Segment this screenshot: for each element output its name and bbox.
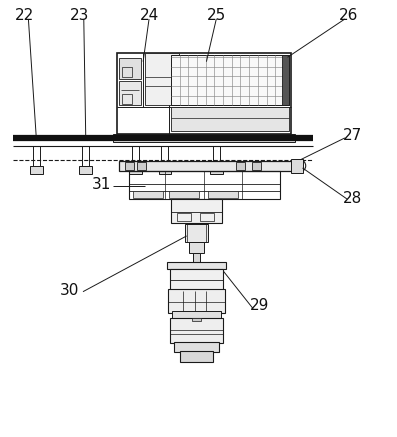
Bar <box>119 161 301 170</box>
Bar <box>168 288 225 312</box>
Bar <box>125 162 134 170</box>
Bar <box>281 55 289 105</box>
Bar <box>236 162 245 170</box>
Bar <box>30 166 42 174</box>
Text: 26: 26 <box>339 8 358 24</box>
Bar <box>208 191 238 198</box>
Text: 30: 30 <box>60 283 80 298</box>
Bar <box>171 199 222 223</box>
Bar <box>173 342 220 352</box>
Bar <box>192 318 201 321</box>
Bar <box>170 269 224 291</box>
Bar <box>129 166 142 174</box>
Text: 27: 27 <box>343 128 362 143</box>
Bar <box>119 58 141 79</box>
Bar <box>137 162 146 170</box>
Text: 29: 29 <box>250 298 270 313</box>
Bar <box>200 213 214 221</box>
Bar <box>193 253 200 263</box>
Bar <box>114 135 295 142</box>
Bar <box>122 67 132 77</box>
Bar <box>252 162 260 170</box>
Bar <box>79 166 92 174</box>
Bar <box>177 213 191 221</box>
Text: 24: 24 <box>139 8 159 24</box>
Bar <box>129 170 279 199</box>
Text: 25: 25 <box>207 8 226 24</box>
Bar <box>169 191 198 198</box>
Bar <box>185 224 208 242</box>
Bar <box>118 53 291 134</box>
Bar <box>210 166 223 174</box>
Text: 22: 22 <box>15 8 34 24</box>
Bar <box>158 166 171 174</box>
Bar <box>122 94 132 104</box>
Bar <box>171 108 289 132</box>
Bar <box>170 318 224 343</box>
Bar <box>172 311 221 319</box>
Bar <box>133 191 163 198</box>
Bar <box>189 242 204 253</box>
Bar <box>119 81 141 105</box>
Text: 23: 23 <box>70 8 89 24</box>
Text: 28: 28 <box>343 191 362 206</box>
Bar <box>180 351 213 362</box>
Bar <box>167 263 226 269</box>
Bar <box>291 159 303 173</box>
Text: 31: 31 <box>92 177 111 192</box>
Bar <box>171 55 289 105</box>
Bar <box>145 53 179 105</box>
